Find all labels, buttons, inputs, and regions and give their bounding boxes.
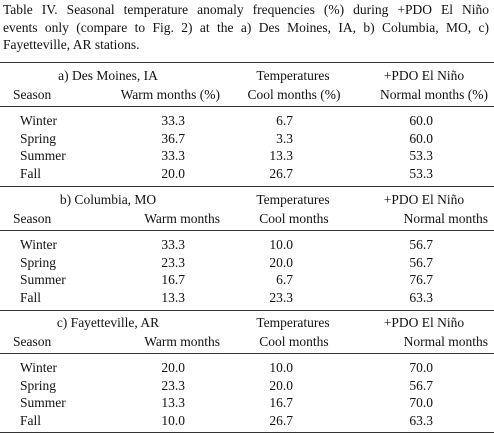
- column-header: Season: [13, 87, 52, 102]
- group-header: Temperatures: [256, 315, 330, 330]
- rule: [0, 106, 494, 107]
- normal-cell: 53.3: [409, 166, 433, 182]
- group-header: Temperatures: [256, 68, 330, 83]
- column-header: Cool months: [259, 211, 329, 226]
- warm-cell: 13.3: [161, 395, 185, 411]
- normal-cell: 56.7: [409, 377, 433, 393]
- warm-cell: 10.0: [161, 413, 185, 429]
- normal-cell: 60.0: [409, 113, 433, 128]
- column-header: Warm months: [144, 334, 220, 349]
- cool-cell: 20.0: [269, 254, 293, 270]
- season-cell: Spring: [20, 254, 57, 270]
- cool-cell: 23.3: [269, 290, 293, 306]
- season-cell: Winter: [20, 237, 57, 252]
- normal-cell: 56.7: [409, 237, 433, 252]
- rule: [0, 310, 494, 311]
- season-cell: Summer: [20, 272, 66, 288]
- column-header: Season: [13, 211, 52, 226]
- column-header: Normal months: [403, 334, 488, 349]
- rule: [0, 62, 494, 63]
- warm-cell: 20.0: [161, 360, 185, 375]
- normal-cell: 63.3: [409, 290, 433, 306]
- normal-cell: 63.3: [409, 413, 433, 429]
- warm-cell: 20.0: [161, 166, 185, 182]
- column-header: Cool months (%): [247, 87, 341, 102]
- rule: [0, 186, 494, 187]
- warm-cell: 36.7: [161, 130, 185, 146]
- cool-cell: 16.7: [269, 395, 293, 411]
- station-label: a) Des Moines, IA: [58, 68, 158, 83]
- normal-cell: 70.0: [409, 395, 433, 411]
- cool-cell: 26.7: [269, 413, 293, 429]
- season-cell: Fall: [20, 166, 42, 182]
- normal-cell: 60.0: [409, 130, 433, 146]
- season-cell: Winter: [20, 360, 57, 375]
- caption-line: Fayetteville, AR stations.: [3, 37, 140, 52]
- station-label: b) Columbia, MO: [59, 192, 157, 207]
- warm-cell: 33.3: [161, 113, 185, 128]
- season-cell: Fall: [20, 413, 42, 429]
- cool-cell: 26.7: [269, 166, 293, 182]
- rule: [0, 353, 494, 354]
- warm-cell: 23.3: [161, 254, 185, 270]
- cool-cell: 10.0: [269, 360, 293, 375]
- group-header: +PDO El Niño: [383, 315, 465, 330]
- normal-cell: 53.3: [409, 148, 433, 164]
- season-cell: Fall: [20, 290, 42, 306]
- caption-line: Table IV. Seasonal temperature anomaly f…: [3, 2, 489, 17]
- cool-cell: 6.7: [276, 272, 293, 288]
- station-label: c) Fayetteville, AR: [56, 315, 160, 330]
- column-header: Warm months (%): [120, 87, 220, 102]
- caption-line: events only (compare to Fig. 2) at the a…: [3, 19, 489, 35]
- column-header: Cool months: [259, 334, 329, 349]
- season-cell: Spring: [20, 130, 57, 146]
- group-header: Temperatures: [256, 192, 330, 207]
- normal-cell: 56.7: [409, 254, 433, 270]
- cool-cell: 10.0: [269, 237, 293, 252]
- normal-cell: 76.7: [409, 272, 433, 288]
- cool-cell: 3.3: [276, 130, 293, 146]
- group-header: +PDO El Niño: [383, 192, 465, 207]
- cool-cell: 13.3: [269, 148, 293, 164]
- season-cell: Summer: [20, 395, 66, 411]
- season-cell: Summer: [20, 148, 66, 164]
- normal-cell: 70.0: [409, 360, 433, 375]
- warm-cell: 33.3: [161, 148, 185, 164]
- warm-cell: 33.3: [161, 237, 185, 252]
- warm-cell: 23.3: [161, 377, 185, 393]
- column-header: Season: [13, 334, 52, 349]
- column-header: Normal months (%): [380, 87, 488, 102]
- cool-cell: 20.0: [269, 377, 293, 393]
- season-cell: Winter: [20, 113, 57, 128]
- column-header: Warm months: [144, 211, 220, 226]
- rule: [0, 230, 494, 231]
- cool-cell: 6.7: [276, 113, 293, 128]
- column-header: Normal months: [403, 211, 488, 226]
- group-header: +PDO El Niño: [383, 68, 465, 83]
- warm-cell: 16.7: [161, 272, 185, 288]
- season-cell: Spring: [20, 377, 57, 393]
- warm-cell: 13.3: [161, 290, 185, 306]
